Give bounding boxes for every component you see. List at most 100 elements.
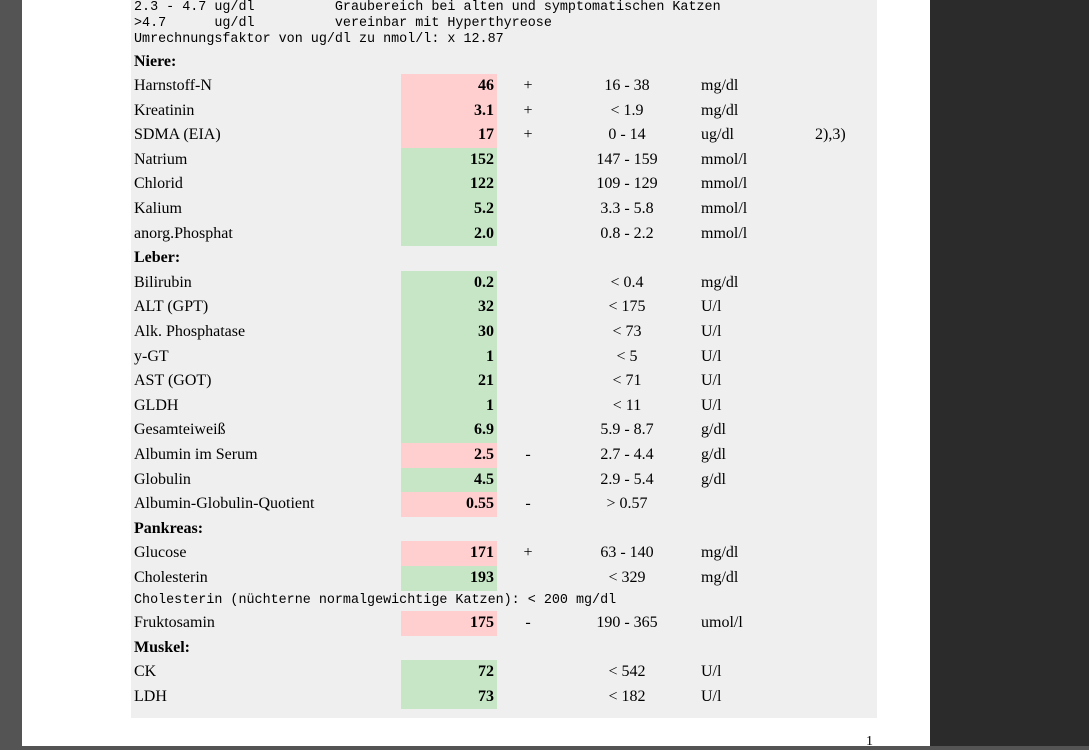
analyte-name: GLDH — [134, 396, 179, 414]
analyte-flag: - — [525, 495, 531, 513]
table-row: Bilirubin 0.2 < 0.4 mg/dl — [0, 270, 1089, 296]
reference-range: 190 - 365 — [596, 614, 658, 631]
analyte-value: 46 — [401, 74, 497, 99]
analyte-unit: ug/dl — [701, 126, 734, 144]
reference-range: 2.7 - 4.4 — [600, 446, 654, 463]
viewer-right-margin — [930, 0, 1089, 746]
analyte-value: 171 — [401, 541, 497, 566]
analyte-value: 2.5 — [401, 443, 497, 468]
table-row: CK 72 < 542 U/l — [0, 660, 1089, 685]
analyte-name: Glucose — [134, 544, 187, 562]
analyte-unit: mg/dl — [701, 569, 739, 586]
analyte-name: anorg.Phosphat — [134, 224, 233, 242]
section-leber: Leber: — [134, 249, 181, 267]
lab-report-block — [131, 0, 877, 718]
analyte-name: AST (GOT) — [134, 372, 212, 390]
reference-range: < 0.4 — [610, 273, 644, 291]
analyte-name: ALT (GPT) — [134, 298, 209, 316]
analyte-unit: mg/dl — [701, 544, 739, 562]
table-row: Fruktosamin 175 - 190 - 365 umol/l — [0, 611, 1089, 636]
analyte-flag: + — [523, 126, 533, 144]
analyte-name: Albumin-Globulin-Quotient — [134, 495, 315, 513]
reference-range: < 542 — [608, 663, 646, 681]
analyte-unit: mmol/l — [701, 224, 748, 242]
reference-range: 16 - 38 — [604, 77, 650, 94]
analyte-value: 5.2 — [401, 197, 497, 222]
table-row: Gesamteiweiß 6.9 5.9 - 8.7 g/dl — [0, 418, 1089, 443]
table-row: GLDH 1 < 11 U/l — [0, 393, 1089, 419]
header-line-1: 2.3 - 4.7 ug/dl Graubereich bei alten un… — [134, 0, 721, 15]
reference-range: > 0.57 — [606, 495, 648, 513]
page-number: 1 — [866, 734, 873, 749]
analyte-value: 32 — [401, 295, 497, 320]
reference-range: < 1.9 — [610, 101, 644, 119]
analyte-value: 193 — [401, 566, 497, 591]
reference-range: < 329 — [608, 569, 646, 586]
table-row: LDH 73 < 182 U/l — [0, 684, 1089, 710]
table-row: Albumin im Serum 2.5 - 2.7 - 4.4 g/dl — [0, 443, 1089, 468]
section-niere: Niere: — [134, 53, 177, 70]
table-row: y-GT 1 < 5 U/l — [0, 344, 1089, 370]
analyte-value: 72 — [401, 660, 497, 685]
analyte-value: 2.0 — [401, 221, 497, 247]
reference-range: < 11 — [612, 396, 642, 414]
analyte-name: Cholesterin — [134, 569, 208, 586]
analyte-unit: U/l — [701, 298, 722, 316]
reference-range: < 175 — [608, 298, 646, 316]
analyte-unit: U/l — [701, 372, 722, 390]
table-row: AST (GOT) 21 < 71 U/l — [0, 369, 1089, 394]
reference-range: 2.9 - 5.4 — [600, 470, 654, 488]
analyte-value: 73 — [401, 684, 497, 710]
reference-range: < 182 — [608, 687, 646, 705]
analyte-value: 6.9 — [401, 418, 497, 443]
analyte-value: 0.55 — [401, 492, 497, 517]
table-row: SDMA (EIA) 17 + 0 - 14 ug/dl 2),3) — [0, 123, 1089, 148]
analyte-unit: g/dl — [701, 421, 726, 439]
analyte-value: 0.2 — [401, 270, 497, 296]
table-row: Kreatinin 3.1 + < 1.9 mg/dl — [0, 98, 1089, 124]
analyte-value: 30 — [401, 320, 497, 345]
analyte-flag: + — [523, 101, 533, 119]
reference-range: < 5 — [616, 347, 638, 365]
table-row: Albumin-Globulin-Quotient 0.55 - > 0.57 — [0, 492, 1089, 517]
analyte-name: SDMA (EIA) — [134, 126, 221, 144]
analyte-unit: U/l — [701, 323, 722, 340]
table-row: Glucose 171 + 63 - 140 mg/dl — [0, 541, 1089, 566]
analyte-value: 122 — [401, 172, 497, 197]
table-row: Globulin 4.5 2.9 - 5.4 g/dl — [0, 467, 1089, 493]
table-row: Chlorid 122 109 - 129 mmol/l — [0, 172, 1089, 197]
analyte-name: Kalium — [134, 200, 182, 217]
analyte-value: 175 — [401, 611, 497, 636]
section-pankreas: Pankreas: — [134, 519, 204, 537]
reference-range: 5.9 - 8.7 — [600, 421, 654, 439]
reference-range: 109 - 129 — [596, 175, 658, 193]
analyte-unit: U/l — [701, 687, 722, 705]
table-row: Alk. Phosphatase 30 < 73 U/l — [0, 320, 1089, 345]
analyte-flag: + — [523, 77, 533, 94]
analyte-unit: U/l — [701, 396, 722, 414]
analyte-unit: mg/dl — [701, 101, 739, 119]
analyte-name: Harnstoff-N — [134, 77, 212, 94]
viewer-left-margin — [0, 0, 22, 746]
reference-range: 147 - 159 — [596, 150, 658, 168]
reference-range: 3.3 - 5.8 — [600, 200, 654, 217]
analyte-unit: umol/l — [701, 614, 743, 631]
table-row: Kalium 5.2 3.3 - 5.8 mmol/l — [0, 197, 1089, 222]
analyte-unit: g/dl — [701, 470, 726, 488]
analyte-name: CK — [134, 663, 157, 681]
analyte-value: 3.1 — [401, 98, 497, 124]
footnote-ref: 2),3) — [815, 126, 846, 144]
analyte-name: Fruktosamin — [134, 614, 215, 631]
table-row: Natrium 152 147 - 159 mmol/l — [0, 147, 1089, 173]
analyte-unit: mg/dl — [701, 273, 739, 291]
analyte-name: Kreatinin — [134, 101, 195, 119]
analyte-value: 1 — [401, 344, 497, 370]
analyte-unit: U/l — [701, 347, 722, 365]
header-line-3: Umrechnungsfaktor von ug/dl zu nmol/l: x… — [134, 32, 504, 47]
table-row: anorg.Phosphat 2.0 0.8 - 2.2 mmol/l — [0, 221, 1089, 247]
cholesterin-note: Cholesterin (nüchterne normalgewichtige … — [134, 593, 617, 608]
analyte-unit: mmol/l — [701, 150, 748, 168]
table-row: Cholesterin 193 < 329 mg/dl — [0, 566, 1089, 591]
analyte-flag: - — [525, 614, 531, 631]
analyte-name: Natrium — [134, 150, 188, 168]
